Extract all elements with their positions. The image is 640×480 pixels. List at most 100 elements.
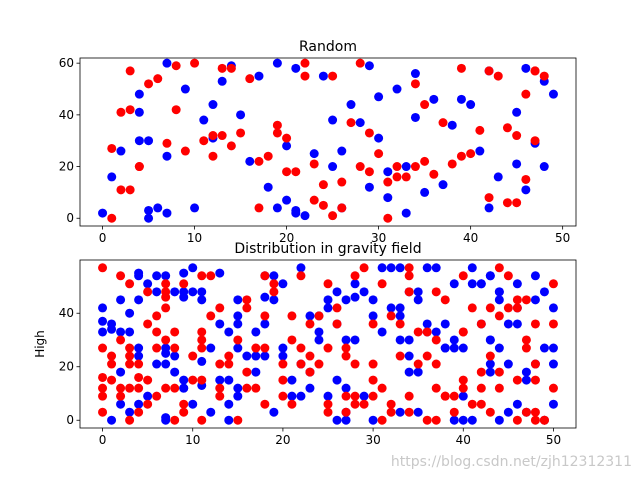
- subplot-2-point: [179, 287, 189, 297]
- subplot-1-point: [318, 71, 328, 81]
- subplot-2-point: [431, 383, 441, 393]
- subplot-2-point: [98, 391, 108, 401]
- watermark-text: https://blog.csdn.net/zjh12312311: [390, 454, 632, 470]
- subplot-2-point: [161, 359, 171, 369]
- subplot-2-point: [278, 343, 288, 353]
- subplot-2-point: [395, 263, 405, 273]
- subplot-1-point: [153, 74, 163, 84]
- subplot-2-y-axis-label: High: [33, 330, 47, 358]
- subplot-1-point: [144, 213, 154, 223]
- subplot-1-point: [401, 208, 411, 218]
- subplot-2-point: [323, 407, 333, 417]
- subplot-2-point: [467, 263, 477, 273]
- subplot-1-x-tick-label: 20: [279, 231, 294, 245]
- subplot-2-point: [206, 407, 216, 417]
- subplot-2-point: [251, 367, 261, 377]
- subplot-2-point: [350, 292, 360, 302]
- subplot-2-point: [359, 399, 369, 409]
- subplot-1-point: [429, 94, 439, 104]
- subplot-2-point: [404, 351, 414, 361]
- subplot-2-point: [503, 303, 513, 313]
- subplot-2-point: [278, 351, 288, 361]
- subplot-1-point: [272, 203, 282, 213]
- subplot-1-point: [263, 182, 273, 192]
- subplot-2-point: [449, 391, 459, 401]
- subplot-2-point: [296, 343, 306, 353]
- subplot-1-point: [254, 203, 264, 213]
- subplot-2-point: [269, 279, 279, 289]
- subplot-2-point: [98, 263, 108, 273]
- subplot-2-point: [134, 399, 144, 409]
- subplot-2-point: [440, 343, 450, 353]
- subplot-2-point: [161, 413, 171, 423]
- subplot-2-point: [116, 391, 126, 401]
- subplot-2-point: [512, 303, 522, 313]
- subplot-2-point: [179, 268, 189, 278]
- subplot-1-point: [355, 58, 365, 68]
- subplot-2-point: [260, 311, 270, 321]
- subplot-1-point: [337, 146, 347, 156]
- subplot-1-point: [171, 61, 181, 71]
- subplot-1-point: [328, 71, 338, 81]
- subplot-1-point: [475, 125, 485, 135]
- subplot-1-point: [383, 167, 393, 177]
- subplot-1-point: [272, 128, 282, 138]
- subplot-2-point: [197, 415, 207, 425]
- subplot-2-point: [503, 359, 513, 369]
- subplot-2-point: [197, 271, 207, 281]
- subplot-2-point: [233, 295, 243, 305]
- subplot-2-point: [485, 351, 495, 361]
- subplot-2-title: Distribution in gravity field: [234, 241, 421, 257]
- subplot-1-point: [245, 156, 255, 166]
- subplot-2-point: [458, 327, 468, 337]
- subplot-2-point: [134, 295, 144, 305]
- subplot-1-point: [236, 128, 246, 138]
- subplot-2-point: [152, 327, 162, 337]
- subplot-2-point: [404, 391, 414, 401]
- subplot-1-point: [217, 63, 227, 73]
- subplot-1-point: [493, 71, 503, 81]
- subplot-1-point: [318, 180, 328, 190]
- subplot-2-point: [143, 375, 153, 385]
- subplot-2-point: [530, 375, 540, 385]
- subplot-1-point: [134, 89, 144, 99]
- subplot-2-point: [539, 343, 549, 353]
- subplot-2-point: [215, 268, 225, 278]
- subplot-2-point: [530, 319, 540, 329]
- subplot-1-point: [374, 92, 384, 102]
- subplot-2-point: [539, 287, 549, 297]
- subplot-1-point: [245, 74, 255, 84]
- subplot-2-point: [341, 343, 351, 353]
- subplot-2-point: [116, 399, 126, 409]
- subplot-2-point: [116, 271, 126, 281]
- subplot-2-point: [179, 407, 189, 417]
- subplot-2-point: [503, 407, 513, 417]
- subplot-1-point: [199, 136, 209, 146]
- subplot-2-point: [404, 335, 414, 345]
- subplot-1-point: [493, 172, 503, 182]
- subplot-1-point: [456, 94, 466, 104]
- subplot-1-point: [263, 151, 273, 161]
- subplot-2-point: [161, 271, 171, 281]
- subplot-1-point: [410, 69, 420, 79]
- subplot-1-y-tick-label: 60: [59, 56, 74, 70]
- subplot-1-point: [134, 107, 144, 117]
- subplot-2-point: [386, 303, 396, 313]
- subplot-2-point: [440, 391, 450, 401]
- subplot-2-point: [521, 367, 531, 377]
- subplot-2-point: [323, 295, 333, 305]
- subplot-1-point: [180, 146, 190, 156]
- subplot-2-point: [314, 327, 324, 337]
- subplot-2-point: [125, 343, 135, 353]
- subplot-2-point: [296, 263, 306, 273]
- subplot-2-point: [179, 399, 189, 409]
- subplot-2-point: [458, 271, 468, 281]
- subplot-1-point: [144, 79, 154, 89]
- subplot-2-point: [476, 383, 486, 393]
- subplot-2-point: [305, 319, 315, 329]
- subplot-2-point: [476, 319, 486, 329]
- subplot-2-point: [197, 295, 207, 305]
- subplot-2-point: [395, 335, 405, 345]
- subplot-2-point: [449, 335, 459, 345]
- subplot-2-point: [386, 263, 396, 273]
